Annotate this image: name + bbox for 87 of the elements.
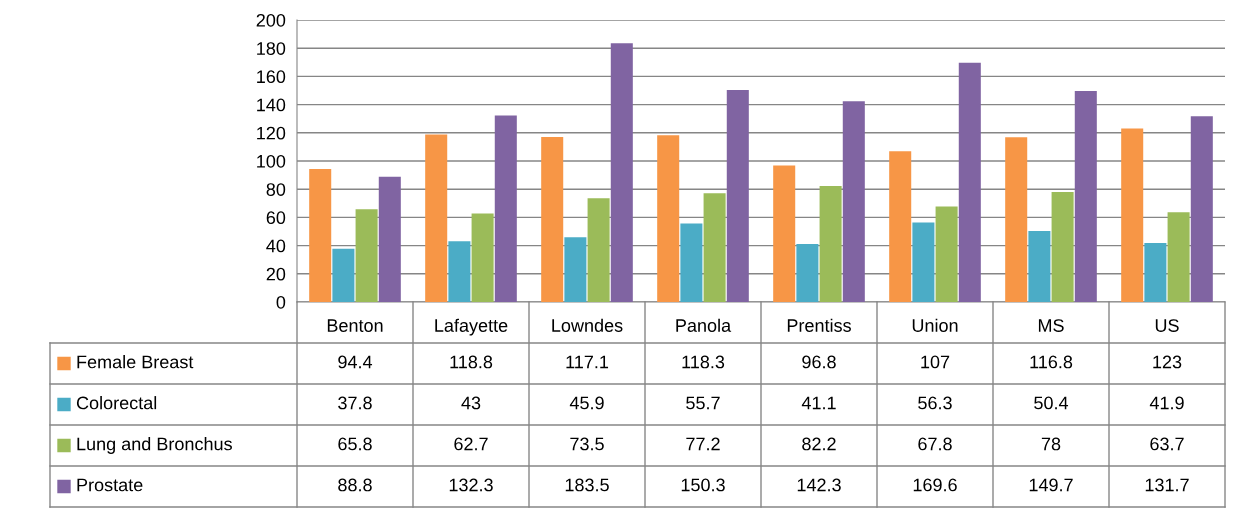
bar — [541, 136, 564, 302]
bar — [703, 193, 726, 302]
bar — [1051, 192, 1074, 302]
data-label: 96.8 — [802, 355, 836, 369]
data-label: 131.7 — [1145, 478, 1189, 492]
data-label: 150.3 — [681, 478, 725, 492]
x-tick-label: Union — [912, 318, 958, 332]
y-tick-label: 80 — [266, 183, 286, 196]
data-label: 118.8 — [450, 355, 493, 369]
data-label: 77.2 — [686, 437, 720, 451]
bar — [587, 198, 610, 302]
y-tick-label: 40 — [266, 239, 286, 253]
data-label: 107 — [921, 355, 950, 369]
data-label: 62.7 — [454, 437, 488, 451]
x-tick-label: Lafayette — [435, 318, 508, 336]
bar — [1190, 116, 1213, 302]
data-label: 123 — [1153, 355, 1182, 369]
data-label: 88.8 — [338, 478, 372, 492]
bar — [309, 168, 332, 302]
y-tick-label: 200 — [256, 13, 286, 27]
bar — [657, 135, 680, 302]
bar — [1121, 128, 1144, 302]
bar — [378, 176, 401, 302]
bar — [1028, 230, 1051, 302]
bar — [889, 151, 912, 302]
data-label: 37.8 — [338, 396, 372, 410]
bar — [1144, 242, 1167, 302]
bar — [355, 209, 378, 302]
x-tick-label: Panola — [676, 318, 732, 332]
x-tick-label: Benton — [327, 319, 383, 332]
bar — [726, 90, 749, 302]
data-label: 183.5 — [565, 478, 609, 492]
y-tick-label: 0 — [276, 295, 286, 309]
x-tick-label: Lowndes — [552, 318, 623, 332]
bar — [564, 237, 587, 302]
bar — [935, 206, 958, 302]
y-tick-label: 140 — [257, 98, 286, 112]
y-tick-label: 100 — [257, 154, 286, 168]
bar — [680, 223, 703, 302]
y-tick-label: 120 — [257, 126, 286, 140]
data-label: 63.7 — [1150, 437, 1184, 451]
data-label: 118.3 — [682, 355, 725, 369]
data-label: 82.2 — [802, 437, 836, 451]
data-label: 142.3 — [797, 478, 841, 492]
y-tick-label: 60 — [266, 211, 286, 225]
data-label: 41.1 — [801, 396, 836, 410]
data-label: 56.3 — [918, 396, 952, 410]
x-tick-label: US — [1155, 319, 1179, 332]
y-tick-label: 20 — [266, 267, 286, 281]
data-label: 55.7 — [686, 396, 720, 410]
legend-label: Colorectal — [76, 396, 157, 410]
data-label: 117.1 — [566, 355, 609, 369]
data-label: 50.4 — [1034, 396, 1069, 410]
bar — [1074, 90, 1097, 302]
data-label: 45.9 — [569, 396, 604, 410]
legend-label: Lung and Bronchus — [77, 437, 232, 454]
bar — [425, 134, 448, 302]
bar — [796, 244, 819, 302]
data-label: 73.5 — [570, 437, 604, 451]
data-label: 43 — [461, 396, 481, 410]
data-label: 169.6 — [913, 478, 957, 492]
bar — [912, 222, 935, 302]
bar — [842, 101, 865, 302]
x-tick-label: MS — [1038, 319, 1064, 332]
bar — [773, 165, 796, 302]
bar — [494, 115, 517, 302]
data-label: 78 — [1041, 437, 1061, 451]
bar — [471, 213, 494, 302]
data-label: 94.4 — [338, 355, 373, 369]
data-label: 65.8 — [338, 437, 372, 451]
data-label: 67.8 — [918, 437, 952, 451]
data-label: 149.7 — [1029, 478, 1073, 492]
bar — [958, 62, 981, 302]
bar — [1005, 137, 1028, 302]
bar — [610, 43, 633, 302]
bar — [819, 186, 842, 302]
bar — [332, 248, 355, 302]
legend-label: Prostate — [77, 478, 143, 492]
bar — [1167, 212, 1190, 302]
data-label: 116.8 — [1030, 355, 1073, 369]
bar — [448, 241, 471, 302]
data-label: 132.3 — [449, 478, 493, 492]
y-tick-label: 160 — [257, 70, 286, 84]
x-tick-label: Prentiss — [787, 318, 851, 332]
y-tick-label: 180 — [257, 42, 286, 55]
legend-label: Female Breast — [77, 355, 194, 369]
data-label: 41.9 — [1149, 396, 1184, 410]
